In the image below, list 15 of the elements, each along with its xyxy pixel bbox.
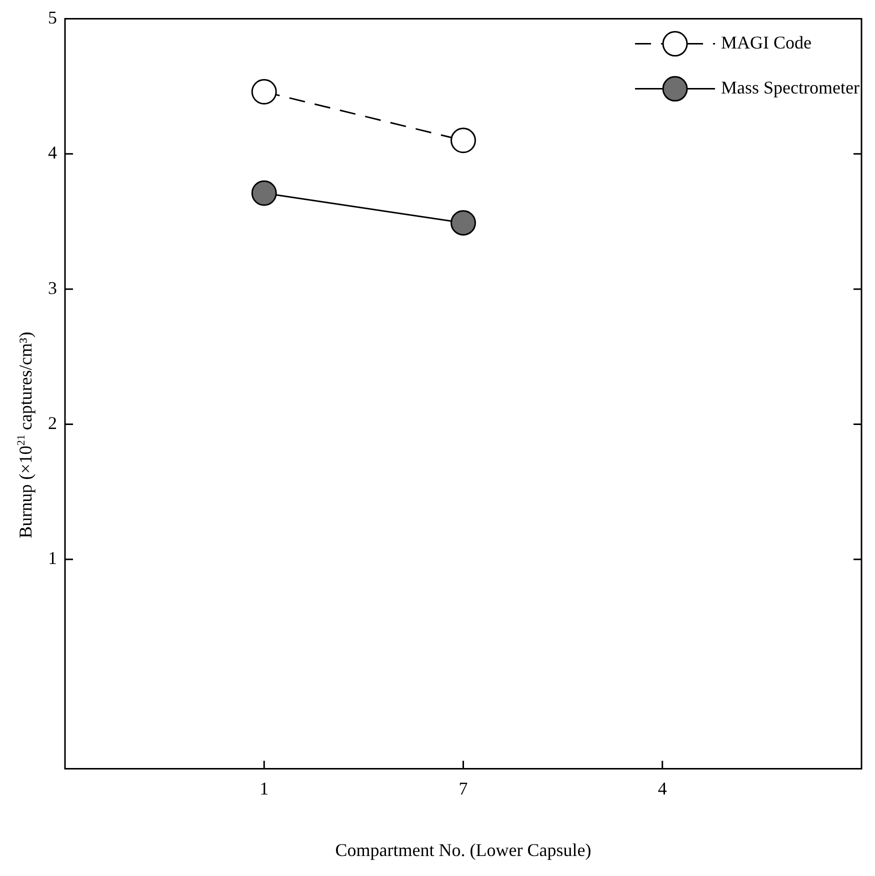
x-tick-label: 4 xyxy=(658,778,667,798)
y-tick-label: 3 xyxy=(48,278,57,298)
y-tick-label: 2 xyxy=(48,412,57,433)
legend-label: MAGI Code xyxy=(721,32,812,53)
x-axis-title: Compartment No. (Lower Capsule) xyxy=(335,840,592,860)
y-tick-label: 5 xyxy=(48,8,57,28)
x-tick-label: 7 xyxy=(458,778,468,798)
y-tick-label: 1 xyxy=(48,548,57,568)
point xyxy=(251,79,277,105)
x-tick-label: 1 xyxy=(260,778,269,798)
legend-label: Mass Spectrometer xyxy=(721,78,860,98)
point xyxy=(450,210,476,236)
point xyxy=(251,180,277,206)
point xyxy=(450,128,476,154)
y-tick-label: 4 xyxy=(48,142,57,163)
